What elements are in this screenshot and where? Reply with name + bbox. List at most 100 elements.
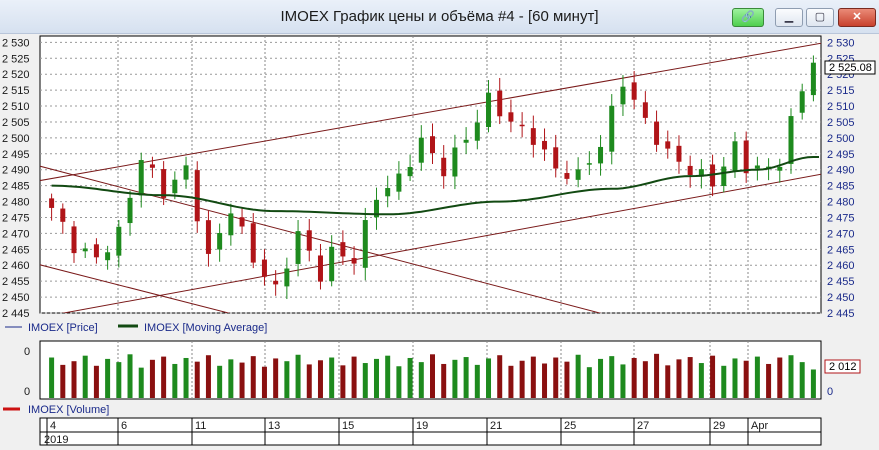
candle-body [542, 140, 548, 150]
candle-body [698, 169, 704, 177]
volume-bar [508, 365, 514, 398]
candle-body [508, 112, 514, 122]
price-tick-right: 2 510 [827, 101, 855, 113]
price-tick-left: 2 505 [2, 117, 30, 129]
price-tick-left: 2 480 [2, 197, 30, 209]
candle-body [149, 164, 155, 168]
volume-bar [340, 365, 346, 398]
candle-body [250, 223, 256, 263]
candle-body [441, 157, 447, 177]
candle-body [49, 198, 55, 208]
candle-body [138, 160, 144, 196]
candle-body [564, 173, 570, 179]
volume-bar [317, 360, 323, 398]
price-tick-left: 2 500 [2, 133, 30, 145]
price-tick-left: 2 450 [2, 292, 30, 304]
volume-bar [116, 362, 122, 398]
candle-body [642, 102, 648, 118]
candle-body [351, 258, 357, 264]
day-labels: 4 6 11 13 15 19 21 25 27 29 Apr [46, 418, 768, 445]
window-title: IMOEX График цены и объёма #4 - [60 мину… [280, 8, 599, 25]
year-label: 2019 [44, 434, 68, 446]
volume-bar [452, 359, 458, 398]
price-tick-left: 2 455 [2, 276, 30, 288]
candle-body [766, 166, 772, 169]
volume-bar [306, 364, 312, 398]
volume-bar [598, 358, 604, 398]
candle-body [810, 62, 816, 96]
volume-bar [766, 363, 772, 398]
price-tick-left: 2 445 [2, 308, 30, 320]
minimize-button[interactable]: ▁ [775, 8, 803, 27]
volume-bar [553, 357, 559, 398]
candle-body [239, 217, 245, 227]
day-label: 21 [490, 420, 502, 432]
volume-bar [463, 357, 469, 398]
candle-body [82, 248, 88, 252]
price-tick-left: 2 485 [2, 181, 30, 193]
volume-bar [542, 363, 548, 398]
maximize-button[interactable]: ▢ [806, 8, 834, 27]
price-tick-left: 2 510 [2, 101, 30, 113]
day-label: 15 [342, 420, 354, 432]
channel-line [40, 165, 602, 313]
day-label: 11 [195, 420, 206, 432]
candle-body [295, 231, 301, 264]
candle-body [553, 147, 559, 169]
volume-bar [665, 365, 671, 398]
volume-bar [564, 361, 570, 398]
link-button[interactable]: 🔗 [732, 8, 764, 27]
candle-body [631, 82, 637, 100]
candle-body [654, 121, 660, 145]
candle-body [194, 170, 200, 222]
candle-body [60, 208, 66, 222]
price-tick-right: 2 475 [827, 212, 855, 224]
day-label: 4 [50, 420, 56, 432]
price-tick-left: 2 515 [2, 85, 30, 97]
volume-bar [93, 365, 99, 398]
candle-body [161, 169, 167, 198]
candle-body [306, 230, 312, 251]
candle-body [228, 213, 234, 236]
volume-bar [362, 363, 368, 398]
ma-legend-label: IMOEX [Moving Average] [144, 322, 267, 334]
volume-bar [284, 361, 290, 398]
candle-body [116, 226, 122, 256]
volume-bar [329, 357, 335, 398]
candle-body [329, 246, 335, 282]
candle-body [676, 145, 682, 162]
volume-bar [161, 356, 167, 398]
volume-bar [676, 359, 682, 398]
candle-body [127, 197, 133, 224]
candle-body [418, 137, 424, 163]
volume-bar [194, 361, 200, 398]
price-tick-right: 2 445 [827, 308, 855, 320]
price-legend-label: IMOEX [Price] [28, 322, 98, 334]
close-button[interactable]: ✕ [838, 8, 876, 27]
volume-bar [239, 362, 245, 398]
volume-bar [217, 365, 223, 398]
candle-body [183, 165, 189, 180]
candle-body [721, 166, 727, 186]
price-tick-right: 2 490 [827, 165, 855, 177]
day-label: 6 [121, 420, 127, 432]
candle-body [463, 139, 469, 143]
price-tick-right: 2 525 [827, 53, 855, 65]
volume-bar [385, 355, 391, 398]
candle-body [373, 199, 379, 218]
price-tick-right: 2 470 [827, 228, 855, 240]
last-price-label: 2 525.08 [829, 62, 872, 74]
price-tick-right: 2 465 [827, 244, 855, 256]
volume-bar [418, 362, 424, 398]
candle-body [687, 165, 693, 175]
price-tick-right: 2 485 [827, 181, 855, 193]
candle-body [452, 147, 458, 177]
volume-bar [530, 356, 536, 398]
volume-bar [497, 355, 503, 398]
volume-bar [777, 357, 783, 398]
volume-bar [250, 356, 256, 398]
volume-bar [710, 355, 716, 398]
candle-body [575, 169, 581, 180]
volume-bar [373, 358, 379, 398]
